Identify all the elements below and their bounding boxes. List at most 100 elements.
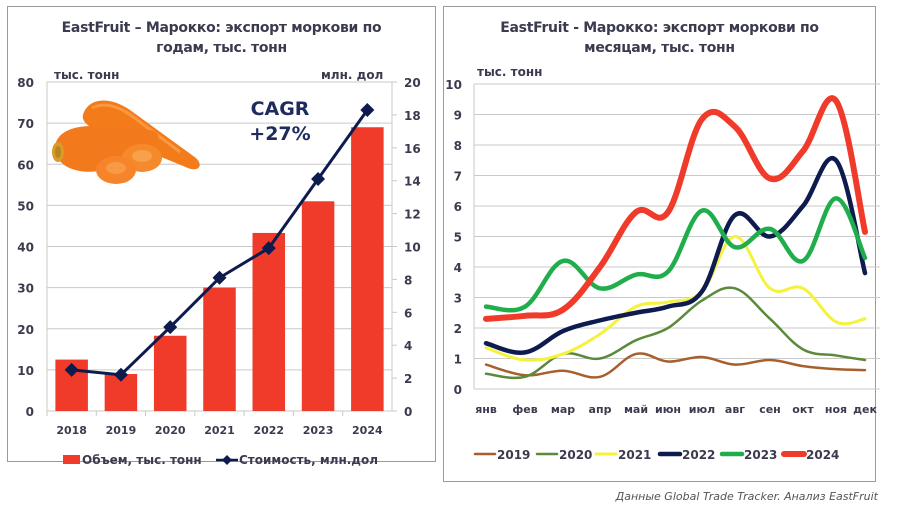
monthly-y-tick-label: 9 [454,109,462,123]
legend-label-volume: Объем, тыс. тонн [82,453,202,467]
value-marker [212,270,227,285]
right-y-tick-label: 12 [404,208,421,222]
year-axis-ticks: 2018 2019 2020 2021 2022 2023 2024 [46,411,383,437]
value-marker [360,102,375,117]
annual-legend: Объем, тыс. тонн Стоимость, млн.дол [63,453,378,467]
series-line-2023 [483,196,868,313]
volume-bar [252,232,286,411]
series-line-2022 [483,155,868,355]
legend-label-2022: 2022 [682,448,715,462]
monthly-y-tick-label: 5 [454,231,462,245]
month-axis-ticks: янв фев мар апр май июн июл авг сен окт ноя дек [475,403,877,416]
left-axis-ticks: 0 10 20 30 40 50 60 70 80 [17,76,34,419]
year-tick-label: 2024 [352,424,383,437]
monthly-chart-title-line1: EastFruit - Марокко: экспорт моркови по [500,20,819,36]
left-axis-unit: тыс. тонн [54,68,120,82]
annual-volume-bars [55,127,384,412]
month-tick-label: фев [512,403,537,416]
month-tick-label: мар [551,403,575,416]
right-y-tick-label: 2 [404,372,412,386]
carrot-front [54,126,159,172]
volume-bar [301,201,335,411]
carrot-illustration [52,100,200,184]
year-tick-label: 2018 [56,424,87,437]
monthly-chart: 0 1 2 3 4 5 6 7 8 9 10 янв фев мар апр май июн июл авг сен… [445,78,880,462]
monthly-export-chart-panel: EastFruit - Марокко: экспорт моркови по … [443,6,876,482]
legend-swatch-value-marker [222,455,232,465]
right-y-tick-label: 6 [404,306,412,320]
year-tick-label: 2020 [155,424,186,437]
month-tick-label: авг [725,403,745,416]
year-tick-label: 2021 [204,424,235,437]
year-tick-label: 2022 [253,424,284,437]
right-y-tick-label: 16 [404,142,421,156]
year-tick-label: 2019 [106,424,137,437]
volume-bar [153,335,187,411]
monthly-y-tick-label: 7 [454,170,462,184]
monthly-y-tick-label: 1 [454,353,462,367]
right-y-tick-label: 14 [404,175,421,189]
carrot-slice-2-core [106,162,126,174]
legend-label-2019: 2019 [497,448,530,462]
cagr-value: +27% [249,123,310,145]
monthly-y-tick-label: 0 [454,383,462,397]
monthly-y-tick-label: 2 [454,322,462,336]
legend-label-2021: 2021 [618,448,651,462]
month-tick-label: апр [589,403,612,416]
left-y-tick-label: 30 [17,282,34,296]
month-tick-label: окт [792,403,814,416]
legend-label-2023: 2023 [744,448,777,462]
legend-label-2020: 2020 [559,448,592,462]
left-y-tick-label: 40 [17,241,34,255]
monthly-y-tick-label: 10 [445,78,462,92]
left-y-tick-label: 20 [17,323,34,337]
left-y-tick-label: 60 [17,158,34,172]
left-y-tick-label: 80 [17,76,34,90]
monthly-y-tick-label: 8 [454,139,462,153]
month-tick-label: янв [475,403,497,416]
legend-label-2024: 2024 [806,448,839,462]
annual-value-line [64,102,375,382]
monthly-axis-unit: тыс. тонн [477,65,543,79]
legend-label-value: Стоимость, млн.дол [239,453,378,467]
month-tick-label: дек [853,403,877,416]
volume-bar [203,287,236,411]
value-marker [64,362,79,377]
series-line-2021 [484,234,867,362]
month-tick-label: сен [759,403,781,416]
monthly-y-ticks: 0 1 2 3 4 5 6 7 8 9 10 [445,78,462,397]
monthly-series-lines [483,95,868,380]
left-y-tick-label: 10 [17,364,34,378]
carrot-slice-1-core [132,150,152,162]
year-tick-label: 2023 [303,424,334,437]
month-tick-label: ноя [825,403,847,416]
volume-bar [351,127,384,412]
right-y-tick-label: 20 [404,76,421,90]
series-line-2019 [484,352,867,379]
right-axis-ticks: 0 2 4 6 8 10 12 14 16 18 20 [392,76,421,419]
month-tick-label: май [624,403,648,416]
legend-swatch-volume [63,455,80,464]
value-marker [311,172,326,187]
right-y-tick-label: 0 [404,405,412,419]
monthly-legend: 2019 2020 2021 2022 2023 2024 [473,448,839,462]
monthly-chart-title-line2: месяцам, тыс. тонн [584,40,735,56]
carrot-back-highlight [91,103,181,154]
monthly-y-tick-label: 6 [454,200,462,214]
monthly-y-tick-label: 3 [454,292,462,306]
month-tick-label: июн [655,403,681,416]
right-y-tick-label: 4 [404,339,412,353]
annual-chart-title-line1: EastFruit – Марокко: экспорт моркови по [61,20,382,36]
annual-chart-title-line2: годам, тыс. тонн [156,40,287,56]
annual-chart: 0 10 20 30 40 50 60 70 80 0 2 4 6 8 10 12 14 16 18 20 2018… [17,76,420,467]
monthly-gridlines [473,83,880,390]
left-y-tick-label: 50 [17,199,34,213]
left-y-tick-label: 0 [26,405,34,419]
carrot-top-center [55,146,61,158]
right-y-tick-label: 10 [404,241,421,255]
right-axis-unit: млн. дол [321,68,384,82]
left-y-tick-label: 70 [17,117,34,131]
value-marker [163,320,178,335]
month-tick-label: июл [689,403,715,416]
